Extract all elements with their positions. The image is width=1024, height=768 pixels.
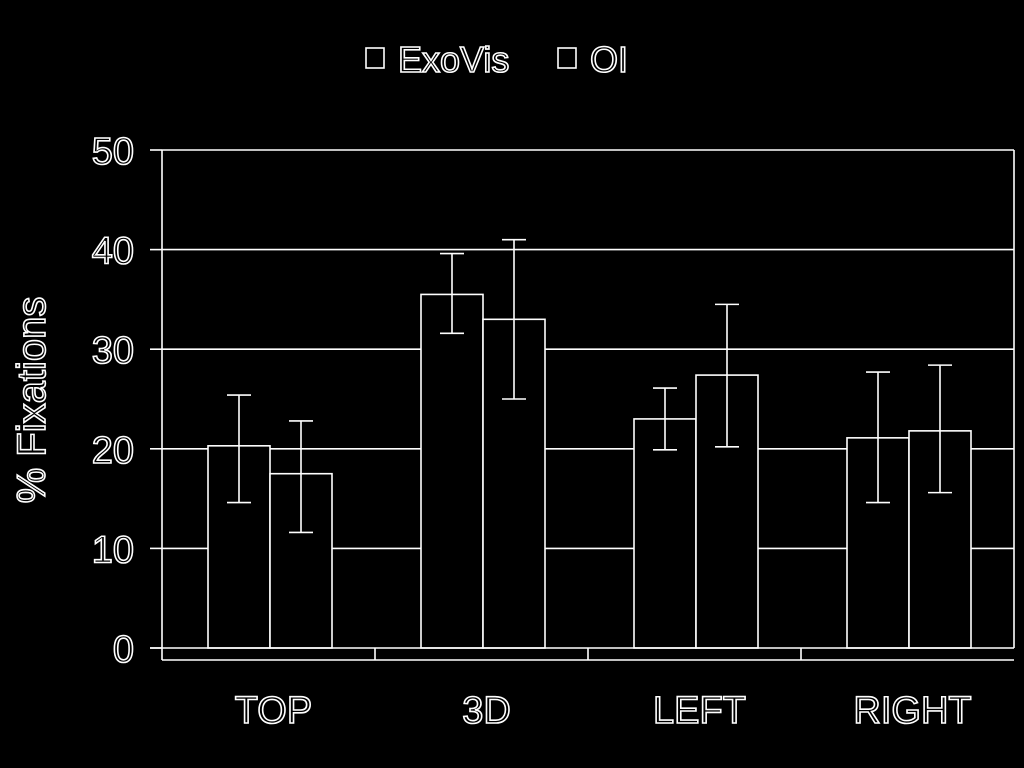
y-tick-label: 50: [92, 131, 134, 173]
y-tick-label: 0: [113, 629, 134, 671]
bar-exovis: [420, 293, 484, 649]
x-axis-ticks: TOP 3D LEFT RIGHT: [234, 648, 972, 733]
y-tick-label: 40: [92, 231, 134, 273]
x-tick-label: 3D: [462, 690, 511, 732]
y-tick-label: 20: [92, 430, 134, 472]
x-tick-label: RIGHT: [853, 690, 971, 732]
legend: ExoVis OI: [365, 38, 629, 81]
x-tick-label: LEFT: [653, 690, 746, 732]
y-axis-label: % Fixations: [10, 297, 54, 504]
legend-swatch-exovis: [365, 47, 385, 69]
bars: [207, 293, 972, 649]
x-tick-label: TOP: [235, 690, 312, 732]
bar-exovis: [633, 418, 697, 649]
y-axis-ticks: 0 10 20 30 40 50: [91, 130, 162, 672]
error-bars: [227, 238, 952, 534]
y-tick-label: 10: [92, 529, 134, 571]
legend-label-exovis: ExoVis: [398, 39, 509, 80]
legend-swatch-oi: [557, 47, 577, 69]
y-tick-label: 30: [92, 330, 134, 372]
legend-label-oi: OI: [590, 39, 628, 80]
